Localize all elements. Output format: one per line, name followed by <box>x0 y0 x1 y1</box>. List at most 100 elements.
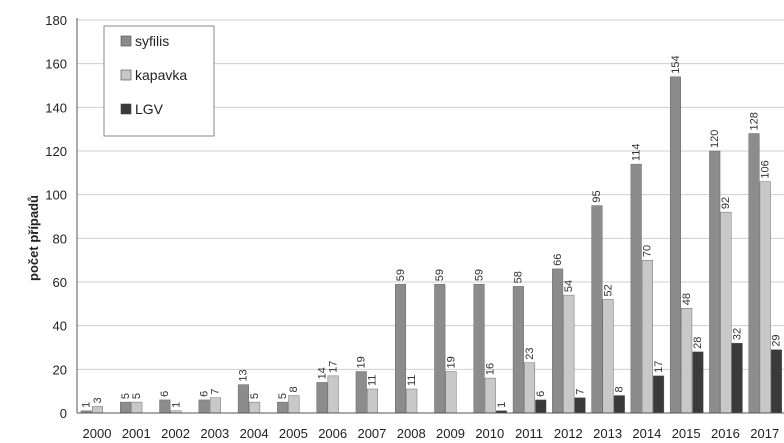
bar-lgv-2013 <box>613 395 625 414</box>
bar-syfilis-2010 <box>473 283 485 414</box>
data-label-kapavka-2009: 19 <box>445 356 457 368</box>
data-label-syfilis-2007: 19 <box>356 356 368 368</box>
data-label-kapavka-2001: 5 <box>131 393 143 399</box>
y-axis-title: počet případů <box>26 195 41 281</box>
bar-lgv-2017 <box>770 349 782 414</box>
bar-lgv-2012 <box>574 397 586 414</box>
bar-lgv-2011 <box>535 399 547 414</box>
data-label-kapavka-2014: 70 <box>642 245 654 257</box>
bar-kapavka-2000 <box>91 406 103 414</box>
bar-syfilis-2002 <box>159 399 171 414</box>
y-tick-label: 120 <box>45 144 67 159</box>
bar-kapavka-2015 <box>681 308 693 414</box>
x-tick-label: 2013 <box>593 426 622 441</box>
x-tick-label: 2000 <box>83 426 112 441</box>
bar-syfilis-2014 <box>630 163 642 414</box>
bar-kapavka-2007 <box>366 388 378 414</box>
data-label-syfilis-2001: 5 <box>120 393 132 399</box>
data-label-syfilis-2000: 1 <box>81 402 93 408</box>
bar-syfilis-2006 <box>316 382 328 414</box>
bar-kapavka-2001 <box>131 401 143 414</box>
y-tick-label: 60 <box>53 275 67 290</box>
legend: syfilis kapavka LGV <box>103 25 215 137</box>
bar-kapavka-2013 <box>602 299 614 414</box>
bar-syfilis-2016 <box>709 150 721 414</box>
bar-lgv-2016 <box>731 342 743 414</box>
data-label-syfilis-2014: 114 <box>630 144 642 162</box>
data-label-lgv-2017: 29 <box>771 334 783 346</box>
data-label-lgv-2015: 28 <box>692 337 704 349</box>
bar-syfilis-2012 <box>552 268 564 414</box>
data-label-kapavka-2003: 7 <box>210 389 222 395</box>
data-label-kapavka-2015: 48 <box>681 293 693 305</box>
data-label-kapavka-2004: 5 <box>249 393 261 399</box>
x-tick-label: 2014 <box>632 426 661 441</box>
data-label-lgv-2016: 32 <box>731 328 743 340</box>
bar-kapavka-2017 <box>759 181 771 414</box>
legend-swatch-syfilis <box>120 35 132 47</box>
data-label-kapavka-2010: 16 <box>485 363 497 375</box>
bar-kapavka-2004 <box>249 401 261 414</box>
bar-syfilis-2005 <box>277 401 289 414</box>
legend-label-kapavka: kapavka <box>135 67 187 83</box>
bars <box>80 76 782 414</box>
bar-syfilis-2004 <box>237 384 249 414</box>
data-label-syfilis-2002: 6 <box>159 391 171 397</box>
x-tick-label: 2016 <box>711 426 740 441</box>
data-label-syfilis-2003: 6 <box>198 391 210 397</box>
data-label-syfilis-2009: 59 <box>434 269 446 281</box>
bar-syfilis-2007 <box>355 371 367 414</box>
data-label-syfilis-2004: 13 <box>238 369 250 381</box>
bar-lgv-2014 <box>653 375 665 414</box>
data-label-syfilis-2006: 14 <box>316 367 328 379</box>
x-tick-label: 2003 <box>200 426 229 441</box>
y-tick-label: 20 <box>53 362 67 377</box>
y-tick-label: 100 <box>45 188 67 203</box>
bar-kapavka-2008 <box>406 388 418 414</box>
y-tick-label: 180 <box>45 13 67 28</box>
data-label-syfilis-2017: 128 <box>748 112 760 130</box>
data-label-kapavka-2006: 17 <box>327 361 339 373</box>
x-tick-label: 2006 <box>318 426 347 441</box>
bar-syfilis-2008 <box>395 283 407 414</box>
legend-label-syfilis: syfilis <box>135 33 169 49</box>
bar-kapavka-2014 <box>641 259 653 414</box>
x-tick-label: 2007 <box>357 426 386 441</box>
axes: 0 20 40 60 80 100 120 140 160 180 2000 2001 2002 2003… <box>45 13 784 441</box>
data-label-kapavka-2017: 106 <box>760 160 772 178</box>
x-tick-label: 2002 <box>161 426 190 441</box>
bar-lgv-2015 <box>692 351 704 414</box>
bar-kapavka-2011 <box>524 362 536 414</box>
bar-syfilis-2003 <box>198 399 210 414</box>
y-tick-label: 80 <box>53 231 67 246</box>
data-label-kapavka-2002: 1 <box>170 402 182 408</box>
data-label-kapavka-2011: 23 <box>524 348 536 360</box>
legend-label-lgv: LGV <box>135 101 164 117</box>
bar-kapavka-2009 <box>445 371 457 414</box>
legend-swatch-kapavka <box>120 69 132 81</box>
data-label-syfilis-2013: 95 <box>591 190 603 202</box>
data-label-kapavka-2013: 52 <box>602 284 614 296</box>
x-tick-label: 2009 <box>436 426 465 441</box>
data-label-syfilis-2012: 66 <box>552 254 564 266</box>
bar-syfilis-2013 <box>591 205 603 414</box>
data-label-lgv-2010: 1 <box>496 402 508 408</box>
y-tick-label: 0 <box>60 406 67 421</box>
data-label-syfilis-2010: 59 <box>473 269 485 281</box>
bar-kapavka-2010 <box>484 377 496 414</box>
bar-kapavka-2006 <box>327 375 339 414</box>
legend-swatch-lgv <box>120 103 132 115</box>
x-tick-label: 2017 <box>750 426 779 441</box>
bar-syfilis-2011 <box>512 286 524 414</box>
data-label-syfilis-2008: 59 <box>395 269 407 281</box>
data-label-syfilis-2005: 5 <box>277 393 289 399</box>
y-tick-label: 140 <box>45 100 67 115</box>
bar-syfilis-2009 <box>434 283 446 414</box>
data-label-kapavka-2007: 11 <box>367 375 379 386</box>
data-label-lgv-2013: 8 <box>614 386 626 392</box>
data-label-lgv-2014: 17 <box>653 361 665 373</box>
data-label-syfilis-2011: 58 <box>513 271 525 283</box>
